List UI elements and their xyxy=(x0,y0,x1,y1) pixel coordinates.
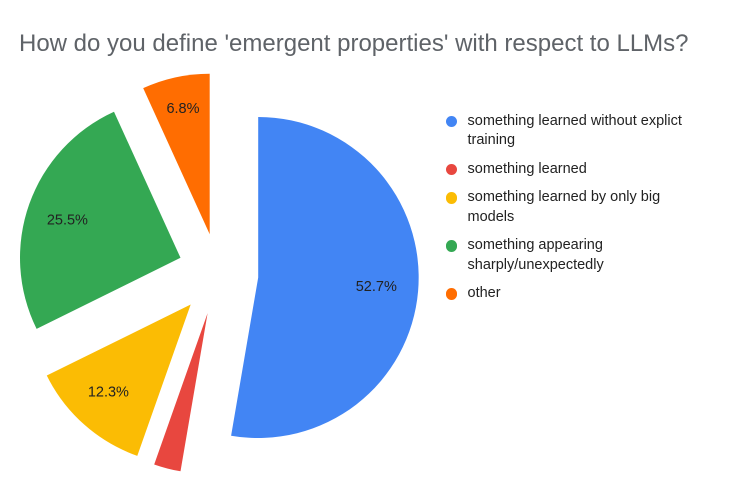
svg-text:25.5%: 25.5% xyxy=(47,213,88,229)
svg-text:12.3%: 12.3% xyxy=(88,385,129,401)
svg-text:52.7%: 52.7% xyxy=(356,279,397,295)
svg-text:6.8%: 6.8% xyxy=(166,101,199,117)
